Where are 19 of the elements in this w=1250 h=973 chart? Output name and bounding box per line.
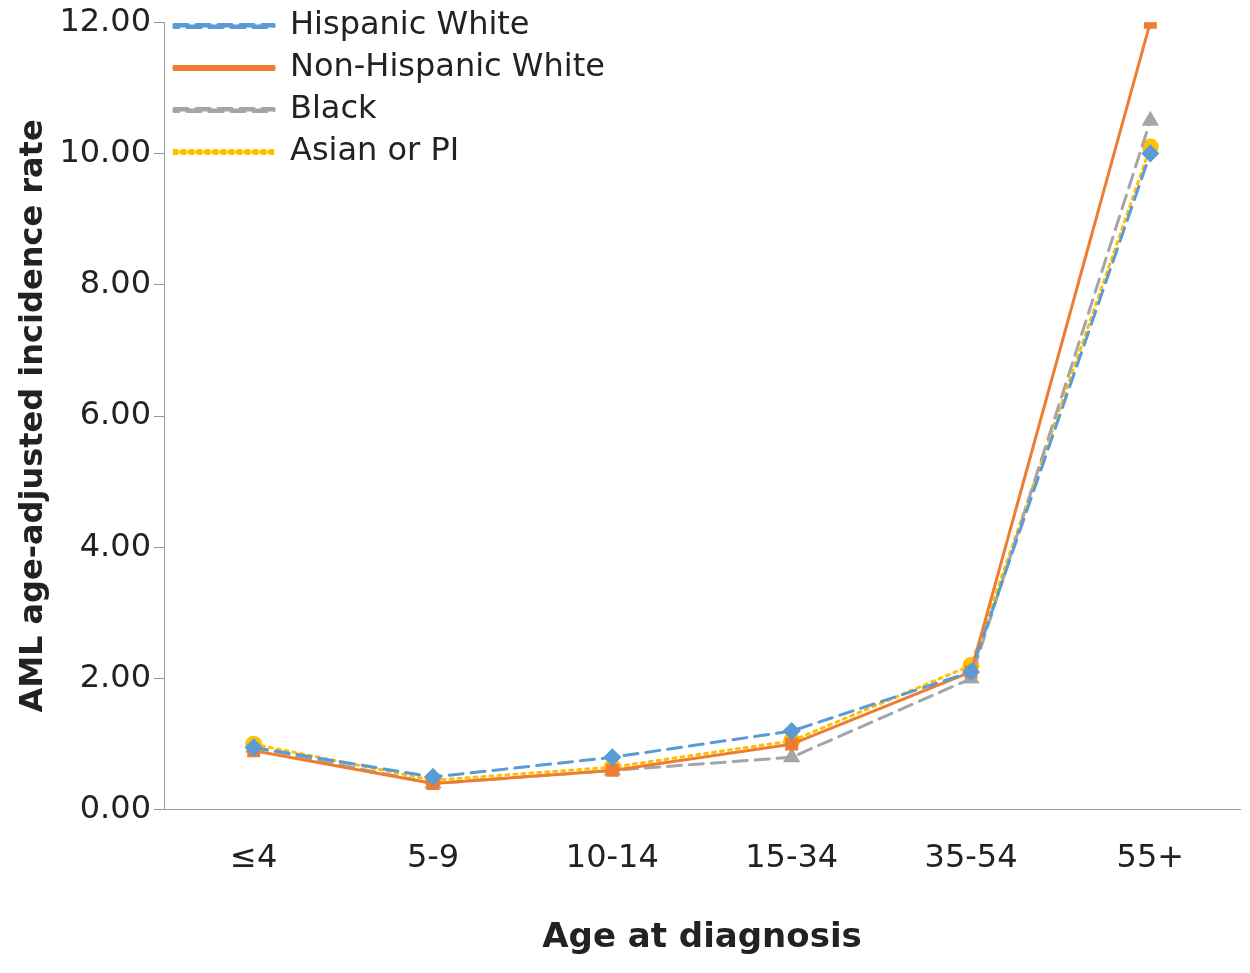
y-tick-label: 4.00 [79, 525, 152, 564]
x-tick-label: 35-54 [924, 837, 1018, 876]
x-tick-label: ≤4 [230, 837, 278, 876]
y-tick-label: 12.00 [59, 0, 152, 39]
x-axis-title: Age at diagnosis [542, 915, 862, 956]
x-tick-label: 15-34 [745, 837, 839, 876]
legend-label: Hispanic White [290, 4, 530, 43]
y-tick-label: 10.00 [59, 131, 152, 170]
y-tick-label: 8.00 [79, 263, 152, 302]
y-tick-label: 0.00 [79, 788, 152, 827]
y-axis-title: AML age-adjusted incidence rate [11, 119, 50, 713]
y-tick-label: 6.00 [79, 394, 152, 433]
legend-label: Non-Hispanic White [290, 46, 605, 85]
x-tick-label: 55+ [1116, 837, 1185, 876]
legend-label: Black [290, 88, 378, 127]
x-tick-label: 10-14 [565, 837, 659, 876]
legend-label: Asian or PI [290, 130, 460, 169]
y-tick-label: 2.00 [79, 656, 152, 695]
x-tick-label: 5-9 [406, 837, 460, 876]
